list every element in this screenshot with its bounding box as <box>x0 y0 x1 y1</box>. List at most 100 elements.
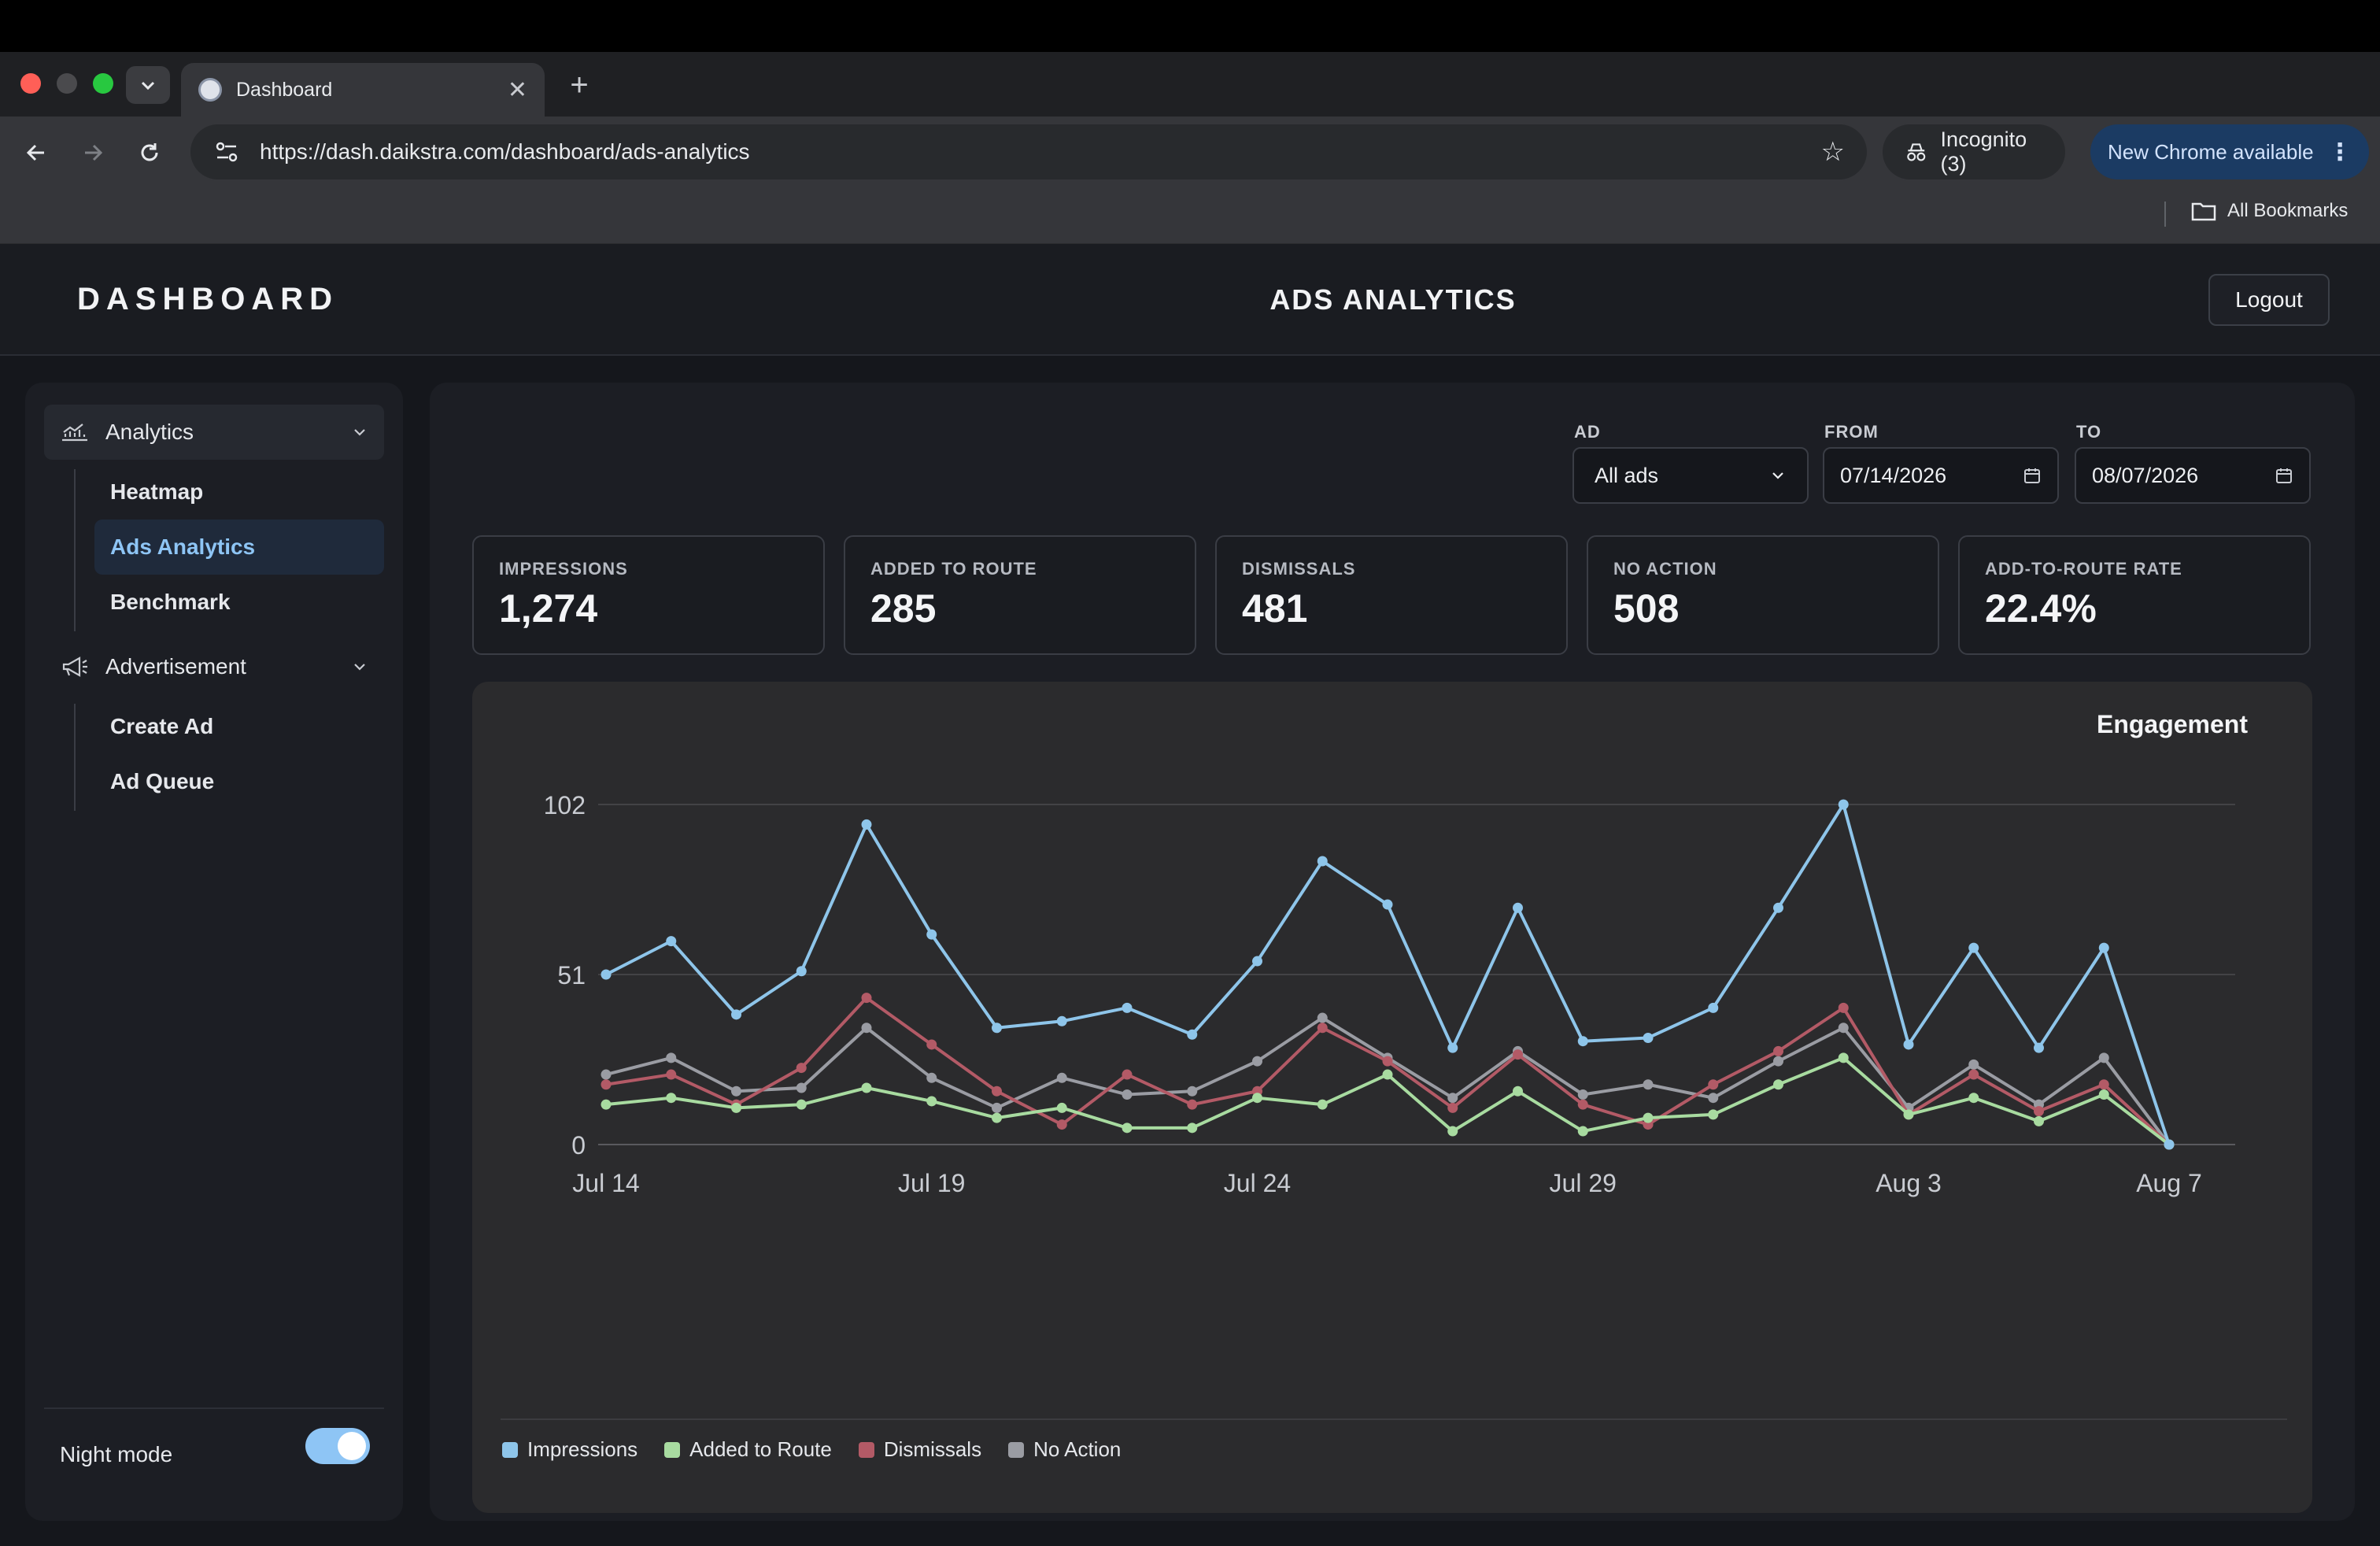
tab-search-button[interactable] <box>126 66 170 104</box>
back-button[interactable] <box>19 135 54 170</box>
from-date-input[interactable]: 07/14/2026 <box>1823 447 2059 504</box>
data-point <box>1968 942 1979 953</box>
data-point <box>601 1099 612 1110</box>
reload-button[interactable] <box>132 135 167 170</box>
night-mode-toggle[interactable] <box>305 1428 370 1464</box>
app-header: DASHBOARD ADS ANALYTICS Logout <box>0 244 2380 356</box>
data-point <box>1382 899 1393 910</box>
close-window-button[interactable] <box>20 73 41 94</box>
logout-button[interactable]: Logout <box>2208 274 2330 326</box>
legend-swatch <box>502 1441 518 1458</box>
from-date-value: 07/14/2026 <box>1840 463 1947 487</box>
ad-select[interactable]: All ads <box>1572 447 1809 504</box>
sidebar-item-ads-analytics[interactable]: Ads Analytics <box>94 520 384 575</box>
kpi-label: DISMISSALS <box>1242 559 1356 579</box>
forward-button[interactable] <box>76 135 110 170</box>
kpi-label: IMPRESSIONS <box>499 559 628 579</box>
data-point <box>1708 1079 1719 1090</box>
browser-tab[interactable]: Dashboard ✕ <box>181 63 545 117</box>
data-point <box>2034 1042 2044 1053</box>
data-point <box>1513 1086 1523 1097</box>
legend-item[interactable]: Impressions <box>502 1437 638 1462</box>
ad-select-value: All ads <box>1595 463 1659 487</box>
data-point <box>1903 1039 1914 1050</box>
nav-group-label: Analytics <box>105 420 194 444</box>
data-point <box>926 1096 937 1107</box>
bookmark-star-icon[interactable]: ☆ <box>1820 137 1845 167</box>
data-point <box>992 1086 1002 1097</box>
sidebar-item-benchmark[interactable]: Benchmark <box>110 590 231 614</box>
update-label: New Chrome available <box>2108 139 2314 164</box>
data-point <box>1252 1056 1262 1067</box>
data-point <box>1968 1093 1979 1104</box>
data-point <box>1252 1093 1262 1104</box>
all-bookmarks-button[interactable]: All Bookmarks <box>2191 200 2348 222</box>
sidebar-item-create-ad[interactable]: Create Ad <box>110 714 214 738</box>
data-point <box>1838 1023 1849 1034</box>
nav-group-advertisement[interactable]: Advertisement <box>44 639 384 694</box>
more-vert-icon[interactable]: ⋮ <box>2328 139 2352 165</box>
calendar-icon[interactable] <box>2275 466 2293 485</box>
data-point <box>1187 1029 1198 1040</box>
to-date-input[interactable]: 08/07/2026 <box>2075 447 2311 504</box>
data-point <box>731 1102 741 1113</box>
maximize-window-button[interactable] <box>93 73 113 94</box>
data-point <box>1773 1045 1783 1056</box>
data-point <box>1187 1123 1198 1134</box>
brand-logo[interactable]: DASHBOARD <box>77 282 338 316</box>
data-point <box>861 819 872 830</box>
y-tick-label: 0 <box>571 1131 586 1160</box>
data-point <box>1122 1089 1133 1100</box>
data-point <box>1056 1102 1067 1113</box>
from-date-label: FROM <box>1824 422 1879 442</box>
kpi-impressions: IMPRESSIONS 1,274 <box>472 535 825 655</box>
legend-item[interactable]: No Action <box>1008 1437 1121 1462</box>
incognito-indicator[interactable]: Incognito (3) <box>1883 124 2065 179</box>
x-tick-label: Aug 3 <box>1876 1169 1942 1197</box>
kpi-value: 1,274 <box>499 586 598 631</box>
data-point <box>1513 902 1523 913</box>
data-point <box>1317 1023 1328 1034</box>
incognito-icon <box>1907 143 1926 161</box>
chart-legend: Impressions Added to Route Dismissals No Ac… <box>502 1437 1121 1462</box>
sidebar: Analytics Heatmap Ads Analytics Benchmar… <box>25 383 403 1521</box>
engagement-chart[interactable]: 0 51 102 Jul 14 Jul 19 Jul 24 Jul 29 Aug 3 Aug 7 <box>472 682 2312 1422</box>
close-tab-icon[interactable]: ✕ <box>507 76 527 103</box>
sidebar-item-ad-queue[interactable]: Ad Queue <box>110 769 215 793</box>
data-point <box>2098 942 2109 953</box>
nav-group-analytics[interactable]: Analytics <box>44 405 384 460</box>
to-date-label: TO <box>2076 422 2102 442</box>
data-point <box>796 966 807 977</box>
chevron-down-icon <box>141 81 155 91</box>
calendar-icon[interactable] <box>2023 466 2042 485</box>
chevron-down-icon <box>1772 472 1783 479</box>
series-line-no-action <box>605 1016 2171 1146</box>
folder-icon <box>2191 202 2216 221</box>
site-settings-icon[interactable] <box>213 138 241 166</box>
chevron-down-icon <box>354 664 365 671</box>
data-point <box>1968 1069 1979 1080</box>
chart-icon <box>62 423 87 442</box>
data-point <box>1056 1119 1067 1130</box>
data-point <box>796 1082 807 1093</box>
legend-label: Dismissals <box>883 1437 982 1461</box>
legend-item[interactable]: Dismissals <box>858 1437 982 1462</box>
legend-item[interactable]: Added to Route <box>664 1437 832 1462</box>
minimize-window-button[interactable] <box>57 73 77 94</box>
app-root: DASHBOARD ADS ANALYTICS Logout Analytics… <box>0 244 2380 1546</box>
sidebar-item-heatmap[interactable]: Heatmap <box>110 479 204 504</box>
address-bar[interactable]: https://dash.daikstra.com/dashboard/ads-… <box>190 124 1867 179</box>
url-text[interactable]: https://dash.daikstra.com/dashboard/ads-… <box>260 139 750 164</box>
kpi-value: 285 <box>870 586 937 631</box>
data-point <box>731 1009 741 1020</box>
tab-title: Dashboard <box>236 78 333 101</box>
data-point <box>2098 1052 2109 1063</box>
x-tick-label: Jul 24 <box>1224 1169 1291 1197</box>
update-chrome-button[interactable]: New Chrome available ⋮ <box>2090 124 2369 179</box>
data-point <box>992 1102 1002 1113</box>
data-point <box>992 1023 1002 1034</box>
new-tab-button[interactable]: + <box>570 67 589 102</box>
data-point <box>1447 1102 1458 1113</box>
data-point <box>1643 1079 1654 1090</box>
kpi-value: 508 <box>1613 586 1680 631</box>
